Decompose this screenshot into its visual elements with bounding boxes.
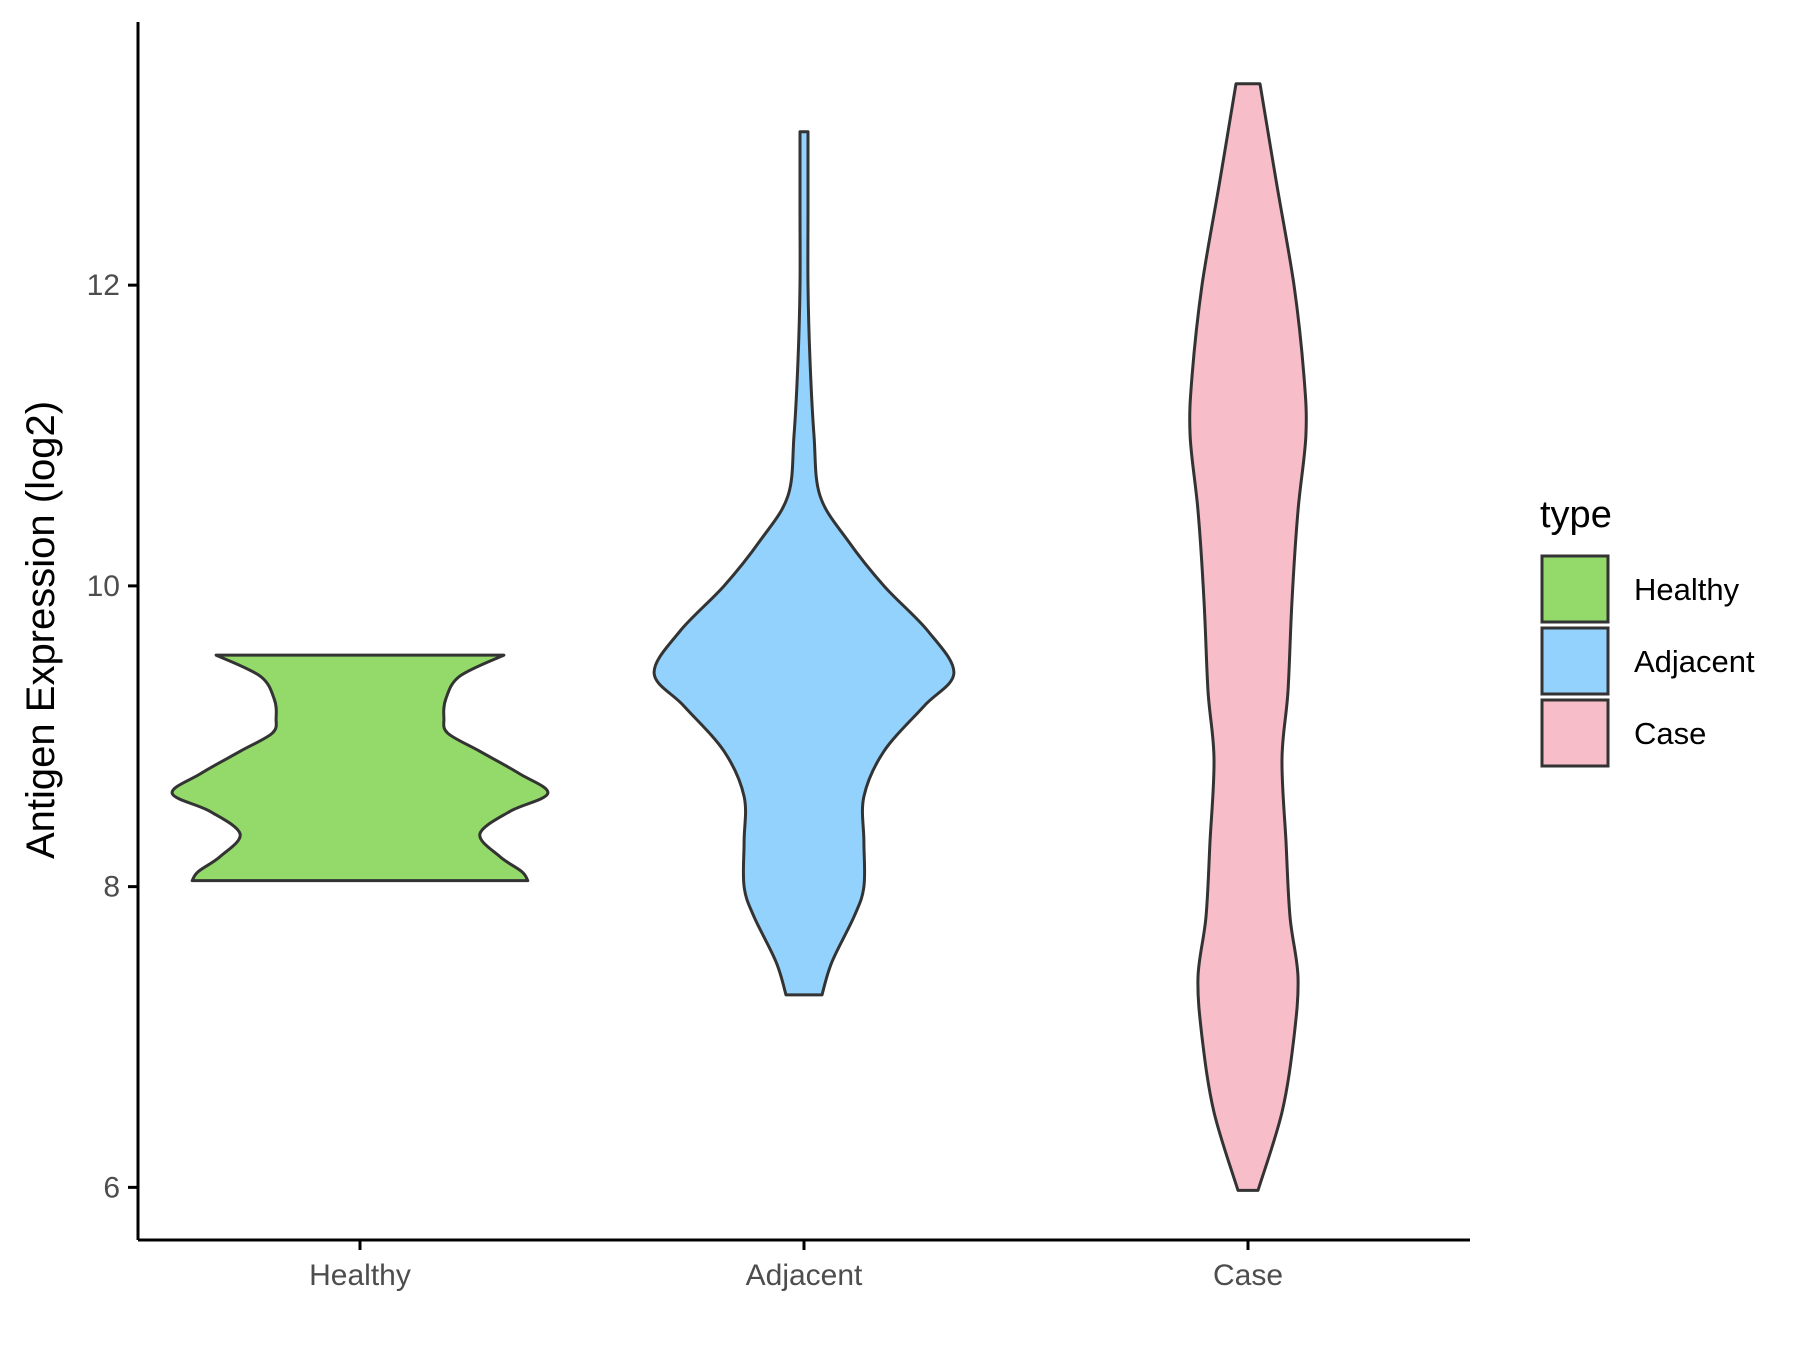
legend: type Healthy Adjacent Case: [1540, 494, 1755, 768]
y-ticks: 6 8 10 12: [87, 269, 138, 1204]
violin-adjacent: [652, 130, 956, 997]
x-ticks: Healthy Adjacent Case: [309, 1240, 1283, 1292]
y-tick-label: 6: [103, 1171, 120, 1204]
legend-label-healthy: Healthy: [1634, 572, 1740, 607]
y-tick-label: 8: [103, 871, 120, 904]
legend-key-case: [1540, 698, 1610, 768]
x-tick-label-healthy: Healthy: [309, 1259, 411, 1292]
legend-key-healthy: [1540, 554, 1610, 624]
y-tick-label: 10: [87, 570, 120, 603]
x-tick-label-adjacent: Adjacent: [746, 1259, 863, 1292]
legend-title: type: [1540, 494, 1612, 536]
violin-case: [1188, 82, 1308, 1192]
x-tick-label-case: Case: [1213, 1259, 1283, 1292]
legend-label-adjacent: Adjacent: [1634, 644, 1755, 679]
violin-layer: [170, 82, 1308, 1192]
violin-healthy: [170, 653, 550, 883]
legend-label-case: Case: [1634, 716, 1706, 751]
y-tick-label: 12: [87, 269, 120, 302]
y-axis-title: Antigen Expression (log2): [19, 401, 63, 859]
legend-entries: Healthy Adjacent Case: [1540, 554, 1755, 768]
axes: 6 8 10 12 Healthy Adjacent Case: [87, 22, 1470, 1292]
legend-key-adjacent: [1540, 626, 1610, 696]
